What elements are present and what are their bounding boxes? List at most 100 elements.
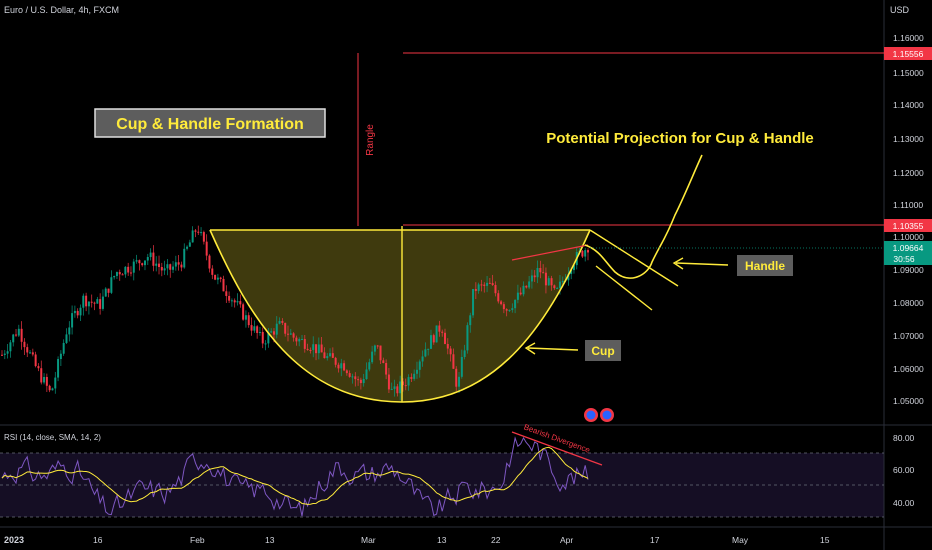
candle-body <box>320 344 323 353</box>
candle-body <box>514 299 517 309</box>
candle-body <box>343 363 346 371</box>
rsi-ma-line <box>1 446 589 505</box>
candle-body <box>23 341 26 348</box>
candle-body <box>469 315 472 326</box>
candle-body <box>186 246 189 249</box>
candle-body <box>129 272 132 274</box>
candle-body <box>180 264 183 268</box>
candle-body <box>6 351 9 354</box>
candle-body <box>286 333 289 335</box>
candle-body <box>214 274 217 280</box>
candle-body <box>26 347 29 353</box>
candle-body <box>301 339 304 341</box>
candle-body <box>424 349 427 357</box>
handle-label-box <box>737 255 793 276</box>
candle-body <box>258 331 261 333</box>
time-tick: 22 <box>491 535 501 545</box>
candle-body <box>239 301 242 305</box>
candle-body <box>216 277 219 280</box>
candle-body <box>51 388 54 391</box>
candle-body <box>205 241 208 256</box>
cup-fill-area <box>210 230 590 402</box>
candle-body <box>480 284 483 286</box>
candle-body <box>486 282 489 286</box>
candle-body <box>68 327 71 335</box>
candle-body <box>561 280 564 282</box>
candle-body <box>522 285 525 295</box>
candle-body <box>132 261 135 273</box>
candle-body <box>385 363 388 375</box>
candle-body <box>166 264 169 269</box>
candle-body <box>278 320 281 324</box>
projection-curve <box>584 154 703 279</box>
candle-body <box>488 282 491 284</box>
candle-body <box>261 331 264 344</box>
candle-body <box>211 268 214 275</box>
candle-body <box>146 257 149 261</box>
time-tick: Feb <box>190 535 205 545</box>
price-axis[interactable]: 1.16000 1.15000 1.14000 1.13000 1.12000 … <box>893 33 924 406</box>
event-flag-icon-2-inner <box>602 410 612 420</box>
candle-body <box>435 325 438 343</box>
last-price-badge-text: 1.09664 <box>893 243 924 253</box>
candle-body <box>354 376 357 380</box>
candle-body <box>371 351 374 363</box>
candle-body <box>393 386 396 389</box>
candle-body <box>222 278 225 292</box>
price-tick: 1.06000 <box>893 364 924 374</box>
candle-body <box>556 287 559 289</box>
candle-body <box>99 299 102 309</box>
price-tick: 1.10000 <box>893 232 924 242</box>
candle-body <box>284 322 287 334</box>
candle-body <box>427 348 430 350</box>
candle-body <box>326 356 329 359</box>
resistance-price-badge-text: 1.10355 <box>893 221 924 231</box>
candle-body <box>533 275 536 278</box>
candle-body <box>45 376 48 386</box>
target-price-badge <box>884 47 932 60</box>
candle-body <box>194 230 197 232</box>
candle-body <box>295 337 298 342</box>
time-axis[interactable]: 2023 16 Feb 13 Mar 13 22 Apr 17 May 15 <box>4 535 830 545</box>
candle-body <box>516 292 519 300</box>
candle-body <box>500 301 503 305</box>
candle-body <box>3 353 6 355</box>
candle-body <box>365 369 368 380</box>
price-tick: 1.12000 <box>893 168 924 178</box>
candle-body <box>345 370 348 374</box>
candle-body <box>191 230 194 243</box>
handle-arrow-head <box>672 257 684 270</box>
candle-body <box>200 232 203 234</box>
candle-body <box>236 301 239 303</box>
candle-body <box>160 267 163 271</box>
candle-body <box>550 278 553 286</box>
candle-body <box>65 334 68 343</box>
candle-body <box>1 354 3 356</box>
price-tick: 1.08000 <box>893 298 924 308</box>
candle-body <box>15 334 18 336</box>
candle-body <box>208 255 211 269</box>
candle-body <box>567 274 570 281</box>
last-price-badge <box>884 241 932 265</box>
candle-body <box>155 263 158 266</box>
candle-body <box>572 265 575 271</box>
candle-body <box>553 285 556 289</box>
candle-body <box>536 267 539 278</box>
candle-body <box>474 289 477 291</box>
range-label: Rangle <box>365 124 376 156</box>
candle-body <box>54 377 57 389</box>
divergence-price-line <box>511 244 589 261</box>
resistance-price-badge <box>884 219 932 232</box>
candle-body <box>29 352 32 354</box>
candle-body <box>292 333 295 338</box>
candle-body <box>581 250 584 257</box>
candle-body <box>244 315 247 320</box>
candle-body <box>334 357 337 365</box>
candle-body <box>79 307 82 316</box>
candle-body <box>289 333 292 335</box>
candle-body <box>542 272 545 274</box>
candle-body <box>449 348 452 355</box>
candle-body <box>225 291 228 296</box>
candle-body <box>202 232 205 242</box>
